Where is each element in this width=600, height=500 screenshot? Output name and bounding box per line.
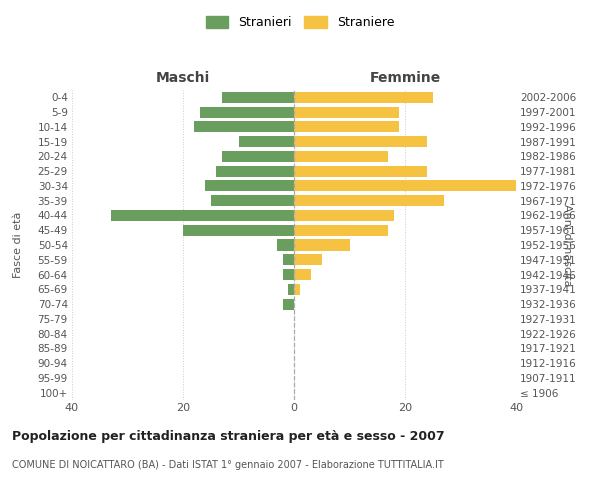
Bar (200, 106, 294, 118)
Bar (283, 254, 294, 266)
Bar (294, 92, 433, 103)
Bar (294, 210, 394, 221)
Bar (205, 180, 294, 192)
Bar (211, 195, 294, 206)
Legend: Stranieri, Straniere: Stranieri, Straniere (201, 11, 399, 34)
Bar (283, 269, 294, 280)
Bar (294, 151, 388, 162)
Bar (111, 210, 294, 221)
Text: Femmine: Femmine (370, 71, 440, 85)
Bar (294, 254, 322, 266)
Text: Maschi: Maschi (156, 71, 210, 85)
Bar (222, 151, 294, 162)
Bar (194, 122, 294, 132)
Bar (294, 224, 388, 236)
Text: COMUNE DI NOICATTARO (BA) - Dati ISTAT 1° gennaio 2007 - Elaborazione TUTTITALIA: COMUNE DI NOICATTARO (BA) - Dati ISTAT 1… (12, 460, 444, 470)
Bar (294, 136, 427, 147)
Bar (294, 166, 427, 176)
Bar (294, 180, 516, 192)
Text: Popolazione per cittadinanza straniera per età e sesso - 2007: Popolazione per cittadinanza straniera p… (12, 430, 445, 443)
Bar (283, 298, 294, 310)
Bar (289, 284, 294, 295)
Bar (294, 122, 400, 132)
Bar (222, 92, 294, 103)
Bar (183, 224, 294, 236)
Bar (239, 136, 294, 147)
Text: Fasce di età: Fasce di età (13, 212, 23, 278)
Bar (294, 240, 350, 250)
Text: Anni di nascita: Anni di nascita (562, 204, 572, 286)
Bar (277, 240, 294, 250)
Bar (294, 284, 299, 295)
Bar (294, 195, 444, 206)
Bar (217, 166, 294, 176)
Bar (294, 106, 400, 118)
Bar (294, 269, 311, 280)
